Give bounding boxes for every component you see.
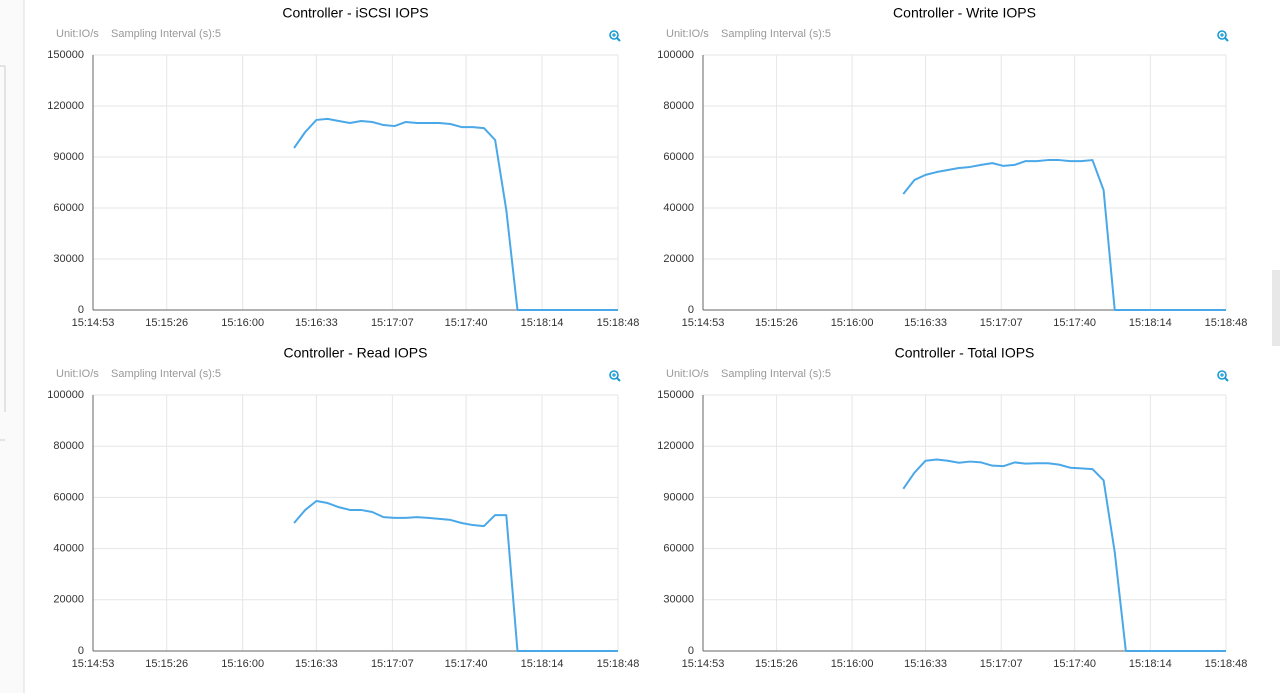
x-tick-label: 15:18:48 (597, 658, 640, 670)
y-tick-label: 150000 (657, 389, 694, 401)
zoom-icon-lens (1217, 30, 1227, 40)
zoom-icon-lens (609, 30, 619, 40)
unit-label: Unit:IO/s (56, 368, 99, 380)
x-tick-label: 15:18:48 (597, 317, 640, 329)
y-tick-label: 100000 (657, 49, 694, 61)
y-tick-label: 30000 (663, 594, 694, 606)
sampling-label: Sampling Interval (s):5 (721, 368, 831, 380)
y-tick-label: 120000 (47, 100, 84, 112)
sampling-label: Sampling Interval (s):5 (111, 28, 221, 40)
x-tick-label: 15:15:26 (755, 317, 798, 329)
y-tick-label: 0 (688, 645, 694, 657)
zoom-icon[interactable] (609, 370, 621, 382)
zoom-icon-handle (1224, 377, 1229, 382)
y-tick-label: 0 (78, 304, 84, 316)
x-tick-label: 15:14:53 (72, 658, 115, 670)
x-tick-label: 15:18:14 (1129, 658, 1172, 670)
y-tick-label: 40000 (53, 543, 84, 555)
zoom-icon-handle (1224, 37, 1229, 42)
y-tick-label: 60000 (663, 543, 694, 555)
x-tick-label: 15:15:26 (145, 658, 188, 670)
x-tick-label: 15:17:07 (371, 317, 414, 329)
y-tick-label: 40000 (663, 202, 694, 214)
sampling-label: Sampling Interval (s):5 (111, 368, 221, 380)
x-tick-label: 15:15:26 (755, 658, 798, 670)
x-tick-label: 15:14:53 (682, 317, 725, 329)
y-tick-label: 0 (688, 304, 694, 316)
y-tick-label: 60000 (53, 491, 84, 503)
y-tick-label: 120000 (657, 440, 694, 452)
y-tick-label: 20000 (663, 253, 694, 265)
x-tick-label: 15:17:07 (371, 658, 414, 670)
y-tick-label: 90000 (53, 151, 84, 163)
x-tick-label: 15:18:14 (521, 317, 564, 329)
x-tick-label: 15:16:00 (831, 658, 874, 670)
x-tick-label: 15:18:14 (521, 658, 564, 670)
y-tick-label: 60000 (53, 202, 84, 214)
y-tick-label: 100000 (47, 389, 84, 401)
x-tick-label: 15:17:07 (980, 317, 1023, 329)
y-tick-label: 80000 (53, 440, 84, 452)
zoom-icon-handle (616, 377, 621, 382)
data-line (902, 458, 1226, 652)
sampling-label: Sampling Interval (s):5 (721, 28, 831, 40)
x-tick-label: 15:14:53 (72, 317, 115, 329)
x-tick-label: 15:16:00 (831, 317, 874, 329)
y-tick-label: 30000 (53, 253, 84, 265)
y-tick-label: 20000 (53, 594, 84, 606)
y-tick-label: 90000 (663, 491, 694, 503)
zoom-icon[interactable] (609, 30, 621, 42)
x-tick-label: 15:17:40 (445, 658, 488, 670)
chart-title: Controller - Read IOPS (284, 345, 428, 361)
data-line (293, 117, 618, 311)
zoom-icon-lens (609, 370, 619, 380)
zoom-icon[interactable] (1217, 30, 1229, 42)
y-tick-label: 0 (78, 645, 84, 657)
side-panel (0, 0, 24, 693)
y-tick-label: 80000 (663, 100, 694, 112)
x-tick-label: 15:18:48 (1205, 658, 1248, 670)
zoom-icon-lens (1217, 370, 1227, 380)
x-tick-label: 15:16:00 (221, 658, 264, 670)
x-tick-label: 15:14:53 (682, 658, 725, 670)
zoom-icon-handle (616, 37, 621, 42)
y-tick-label: 60000 (663, 151, 694, 163)
x-tick-label: 15:16:33 (295, 317, 338, 329)
x-tick-label: 15:17:40 (1053, 317, 1096, 329)
x-tick-label: 15:18:48 (1205, 317, 1248, 329)
x-tick-label: 15:17:07 (980, 658, 1023, 670)
scrollbar[interactable] (1272, 270, 1280, 346)
chart-title: Controller - Total IOPS (895, 345, 1035, 361)
unit-label: Unit:IO/s (666, 368, 709, 380)
x-tick-label: 15:18:14 (1129, 317, 1172, 329)
x-tick-label: 15:16:33 (295, 658, 338, 670)
zoom-icon[interactable] (1217, 370, 1229, 382)
x-tick-label: 15:16:33 (904, 317, 947, 329)
data-line (293, 499, 618, 652)
x-tick-label: 15:15:26 (145, 317, 188, 329)
unit-label: Unit:IO/s (666, 28, 709, 40)
chart-title: Controller - iSCSI IOPS (282, 5, 428, 21)
chart-title: Controller - Write IOPS (893, 5, 1036, 21)
x-tick-label: 15:16:33 (904, 658, 947, 670)
x-tick-label: 15:17:40 (445, 317, 488, 329)
data-line (902, 159, 1226, 311)
x-tick-label: 15:16:00 (221, 317, 264, 329)
x-tick-label: 15:17:40 (1053, 658, 1096, 670)
unit-label: Unit:IO/s (56, 28, 99, 40)
y-tick-label: 150000 (47, 49, 84, 61)
